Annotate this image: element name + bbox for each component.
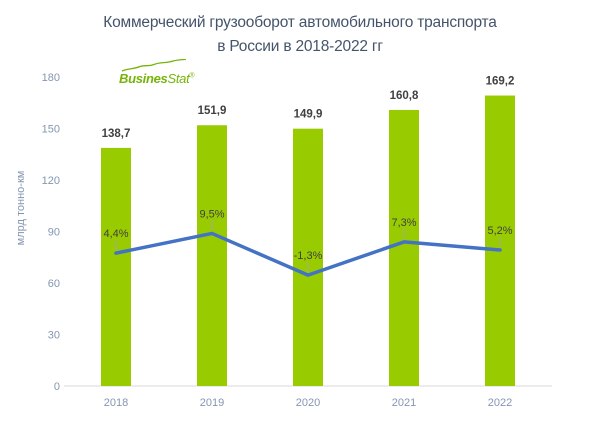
chart-title-line2: в России в 2018-2022 гг — [217, 38, 383, 55]
logo-registered-mark: ® — [189, 72, 195, 80]
x-tick-label: 2019 — [200, 397, 224, 409]
bar-2020 — [293, 128, 323, 386]
y-tick-label: 90 — [48, 227, 60, 239]
percent-label: 4,4% — [103, 228, 128, 240]
logo-trendline-icon — [121, 59, 187, 72]
bar-value-label: 169,2 — [486, 76, 515, 88]
x-tick-label: 2018 — [104, 397, 128, 409]
y-tick-label: 180 — [42, 72, 60, 84]
chart-title-line1: Коммерческий грузооборот автомобильного … — [103, 14, 497, 31]
percent-label: -1,3% — [294, 250, 323, 262]
bar-value-label: 149,9 — [294, 109, 323, 121]
businesstat-logo: BusinesStat® — [119, 59, 195, 89]
bar-value-label: 160,8 — [390, 90, 419, 102]
x-tick-label: 2022 — [488, 397, 512, 409]
y-tick-label: 30 — [48, 330, 60, 342]
growth-line — [114, 231, 502, 277]
percent-label: 5,2% — [487, 225, 512, 237]
logo-text: BusinesStat® — [119, 71, 195, 86]
x-tick-label: 2020 — [296, 397, 320, 409]
bar-value-label: 151,9 — [198, 105, 227, 117]
percent-label: 7,3% — [391, 217, 416, 229]
logo-text-italic: Stat — [167, 71, 190, 86]
x-tick-label: 2021 — [392, 397, 416, 409]
bar-2021 — [389, 109, 419, 387]
bar-2018 — [101, 147, 131, 386]
bar-2019 — [197, 125, 227, 386]
bar-value-label: 138,7 — [102, 128, 131, 140]
y-tick-label: 60 — [48, 278, 60, 290]
y-tick-label: 120 — [42, 175, 60, 187]
logo-text-bold: Busines — [119, 71, 168, 86]
y-tick-label: 150 — [42, 124, 60, 136]
chart-title: Коммерческий грузооборот автомобильного … — [0, 11, 600, 59]
y-tick-label: 0 — [54, 381, 60, 393]
percent-label: 9,5% — [199, 208, 224, 220]
